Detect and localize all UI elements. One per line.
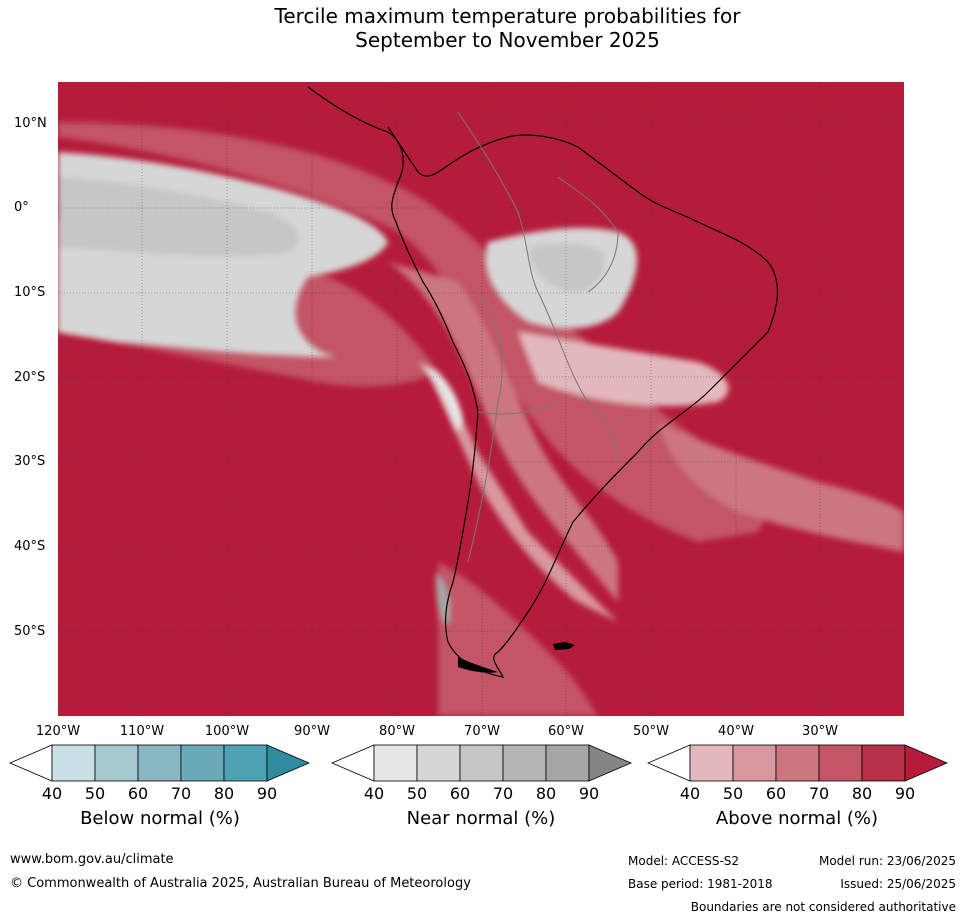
graticule	[58, 82, 904, 716]
website-link[interactable]: www.bom.gov.au/climate	[10, 852, 174, 867]
below-normal-colorbar	[8, 744, 310, 782]
near-tick-label: 70	[492, 784, 514, 803]
issued-text: Issued: 25/06/2025	[840, 877, 956, 891]
border-1	[457, 111, 539, 293]
south-america-coastline	[307, 86, 779, 678]
near-normal-regions	[58, 152, 637, 625]
lon-label-60w: 60°W	[548, 724, 584, 739]
near-band-chile	[418, 362, 462, 432]
above-normal-title: Above normal (%)	[715, 808, 879, 829]
near-tick-label: 60	[449, 784, 471, 803]
near-colorbar-swatch-1	[416, 744, 461, 782]
near-normal-title: Near normal (%)	[406, 808, 556, 829]
lon-label-90w: 90°W	[294, 724, 330, 739]
near-tick-label: 90	[578, 784, 600, 803]
lat-label-10s: 10°S	[14, 285, 46, 300]
above-colorbar-swatch-2	[775, 744, 820, 782]
near-band-pacific-core	[58, 177, 299, 257]
falklands	[553, 642, 575, 650]
above-band-80	[58, 122, 764, 542]
base-period-text: Base period: 1981-2018	[628, 877, 773, 891]
lat-label-0: 0°	[14, 200, 29, 215]
below-colorbar-swatch-1	[94, 744, 139, 782]
below-colorbar-high-triangle	[266, 744, 310, 782]
below-tick-label: 60	[127, 784, 149, 803]
above-colorbar-swatch-1	[732, 744, 777, 782]
lat-label-10n: 10°N	[14, 116, 47, 131]
above-tick-label: 80	[851, 784, 873, 803]
below-tick-label: 40	[41, 784, 63, 803]
above-tick-label: 90	[894, 784, 916, 803]
country-borders	[457, 111, 619, 563]
near-band-amazon-core	[528, 243, 605, 292]
below-colorbar-swatch-4	[223, 744, 268, 782]
lat-label-50s: 50°S	[14, 624, 46, 639]
above-colorbar-swatch-3	[818, 744, 863, 782]
below-normal-swatches	[8, 744, 310, 782]
lon-label-110w: 110°W	[119, 724, 165, 739]
above-band-east	[658, 422, 904, 552]
border-4	[557, 176, 619, 293]
lon-label-30w: 30°W	[802, 724, 838, 739]
above-tick-label: 60	[765, 784, 787, 803]
above-colorbar-swatch-0	[689, 744, 734, 782]
lon-label-120w: 120°W	[35, 724, 81, 739]
near-colorbar-swatch-4	[545, 744, 590, 782]
below-colorbar-swatch-3	[180, 744, 225, 782]
lon-label-40w: 40°W	[718, 724, 754, 739]
lat-label-40s: 40°S	[14, 539, 46, 554]
model-run-text: Model run: 23/06/2025	[818, 854, 956, 868]
near-tick-label: 80	[535, 784, 557, 803]
above-tick-label: 40	[679, 784, 701, 803]
probability-map	[58, 82, 904, 716]
above-normal-colorbar	[646, 744, 948, 782]
lat-label-20s: 20°S	[14, 370, 46, 385]
tierra-del-fuego	[458, 657, 498, 673]
near-tick-label: 40	[363, 784, 385, 803]
near-colorbar-low-triangle	[330, 744, 375, 782]
near-tick-label: 50	[406, 784, 428, 803]
above-band-south	[438, 562, 598, 716]
lat-label-30s: 30°S	[14, 454, 46, 469]
disclaimer-text: Boundaries are not considered authoritat…	[690, 900, 956, 914]
above-colorbar-low-triangle	[646, 744, 691, 782]
near-colorbar-swatch-3	[502, 744, 547, 782]
border-3	[467, 291, 503, 563]
copyright-text: © Commonwealth of Australia 2025, Austra…	[10, 876, 471, 891]
map-title-line-1: Tercile maximum temperature probabilitie…	[274, 4, 741, 28]
above-normal-swatches	[646, 744, 948, 782]
lon-label-70w: 70°W	[464, 724, 500, 739]
above-colorbar-high-triangle	[904, 744, 948, 782]
near-colorbar-swatch-0	[373, 744, 418, 782]
lon-label-50w: 50°W	[633, 724, 669, 739]
below-tick-label: 70	[170, 784, 192, 803]
above-tick-label: 70	[808, 784, 830, 803]
lon-label-80w: 80°W	[379, 724, 415, 739]
above-band-70b	[388, 262, 618, 602]
lon-label-100w: 100°W	[204, 724, 250, 739]
below-tick-label: 50	[84, 784, 106, 803]
border-2	[537, 291, 619, 463]
below-colorbar-low-triangle	[8, 744, 53, 782]
below-tick-label: 80	[213, 784, 235, 803]
map-title-line-2: September to November 2025	[355, 28, 660, 52]
above-band-50	[518, 332, 729, 406]
above-tick-label: 50	[722, 784, 744, 803]
near-band-patagonia	[436, 572, 451, 625]
near-colorbar-high-triangle	[588, 744, 632, 782]
border-5	[477, 401, 559, 415]
below-colorbar-swatch-2	[137, 744, 182, 782]
near-colorbar-swatch-2	[459, 744, 504, 782]
above-colorbar-swatch-4	[861, 744, 906, 782]
map-title: Tercile maximum temperature probabilitie…	[0, 4, 965, 52]
below-tick-label: 90	[256, 784, 278, 803]
below-colorbar-swatch-0	[51, 744, 96, 782]
near-normal-swatches	[330, 744, 632, 782]
model-text: Model: ACCESS-S2	[628, 854, 740, 868]
below-normal-title: Below normal (%)	[80, 808, 240, 829]
near-normal-colorbar	[330, 744, 632, 782]
